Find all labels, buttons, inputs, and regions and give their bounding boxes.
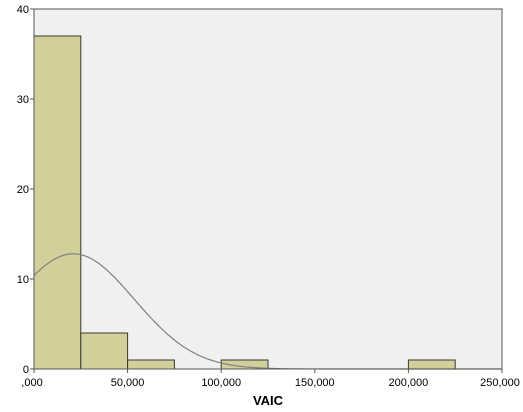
- histogram-bar-1: [81, 333, 128, 369]
- x-tick-label: 50,000: [111, 377, 145, 389]
- histogram-bar-0: [34, 36, 81, 369]
- x-tick-label: 100,000: [201, 377, 241, 389]
- y-axis: 0 10 20 30 40: [17, 4, 34, 376]
- histogram-bar-4: [408, 360, 455, 369]
- y-tick-label: 0: [23, 364, 29, 376]
- histogram-bar-2: [128, 360, 175, 369]
- plot-background: [34, 9, 502, 369]
- x-tick-label: ,000: [21, 377, 42, 389]
- x-tick-label: 150,000: [295, 377, 335, 389]
- y-tick-label: 20: [17, 184, 29, 196]
- y-tick-label: 30: [17, 94, 29, 106]
- x-tick-label: 250,000: [480, 377, 520, 389]
- y-tick-label: 40: [17, 4, 29, 16]
- x-axis-title: VAIC: [253, 393, 284, 408]
- x-tick-label: 200,000: [389, 377, 429, 389]
- y-tick-label: 10: [17, 274, 29, 286]
- x-axis: ,000 50,000 100,000 150,000 200,000 250,000: [21, 369, 520, 389]
